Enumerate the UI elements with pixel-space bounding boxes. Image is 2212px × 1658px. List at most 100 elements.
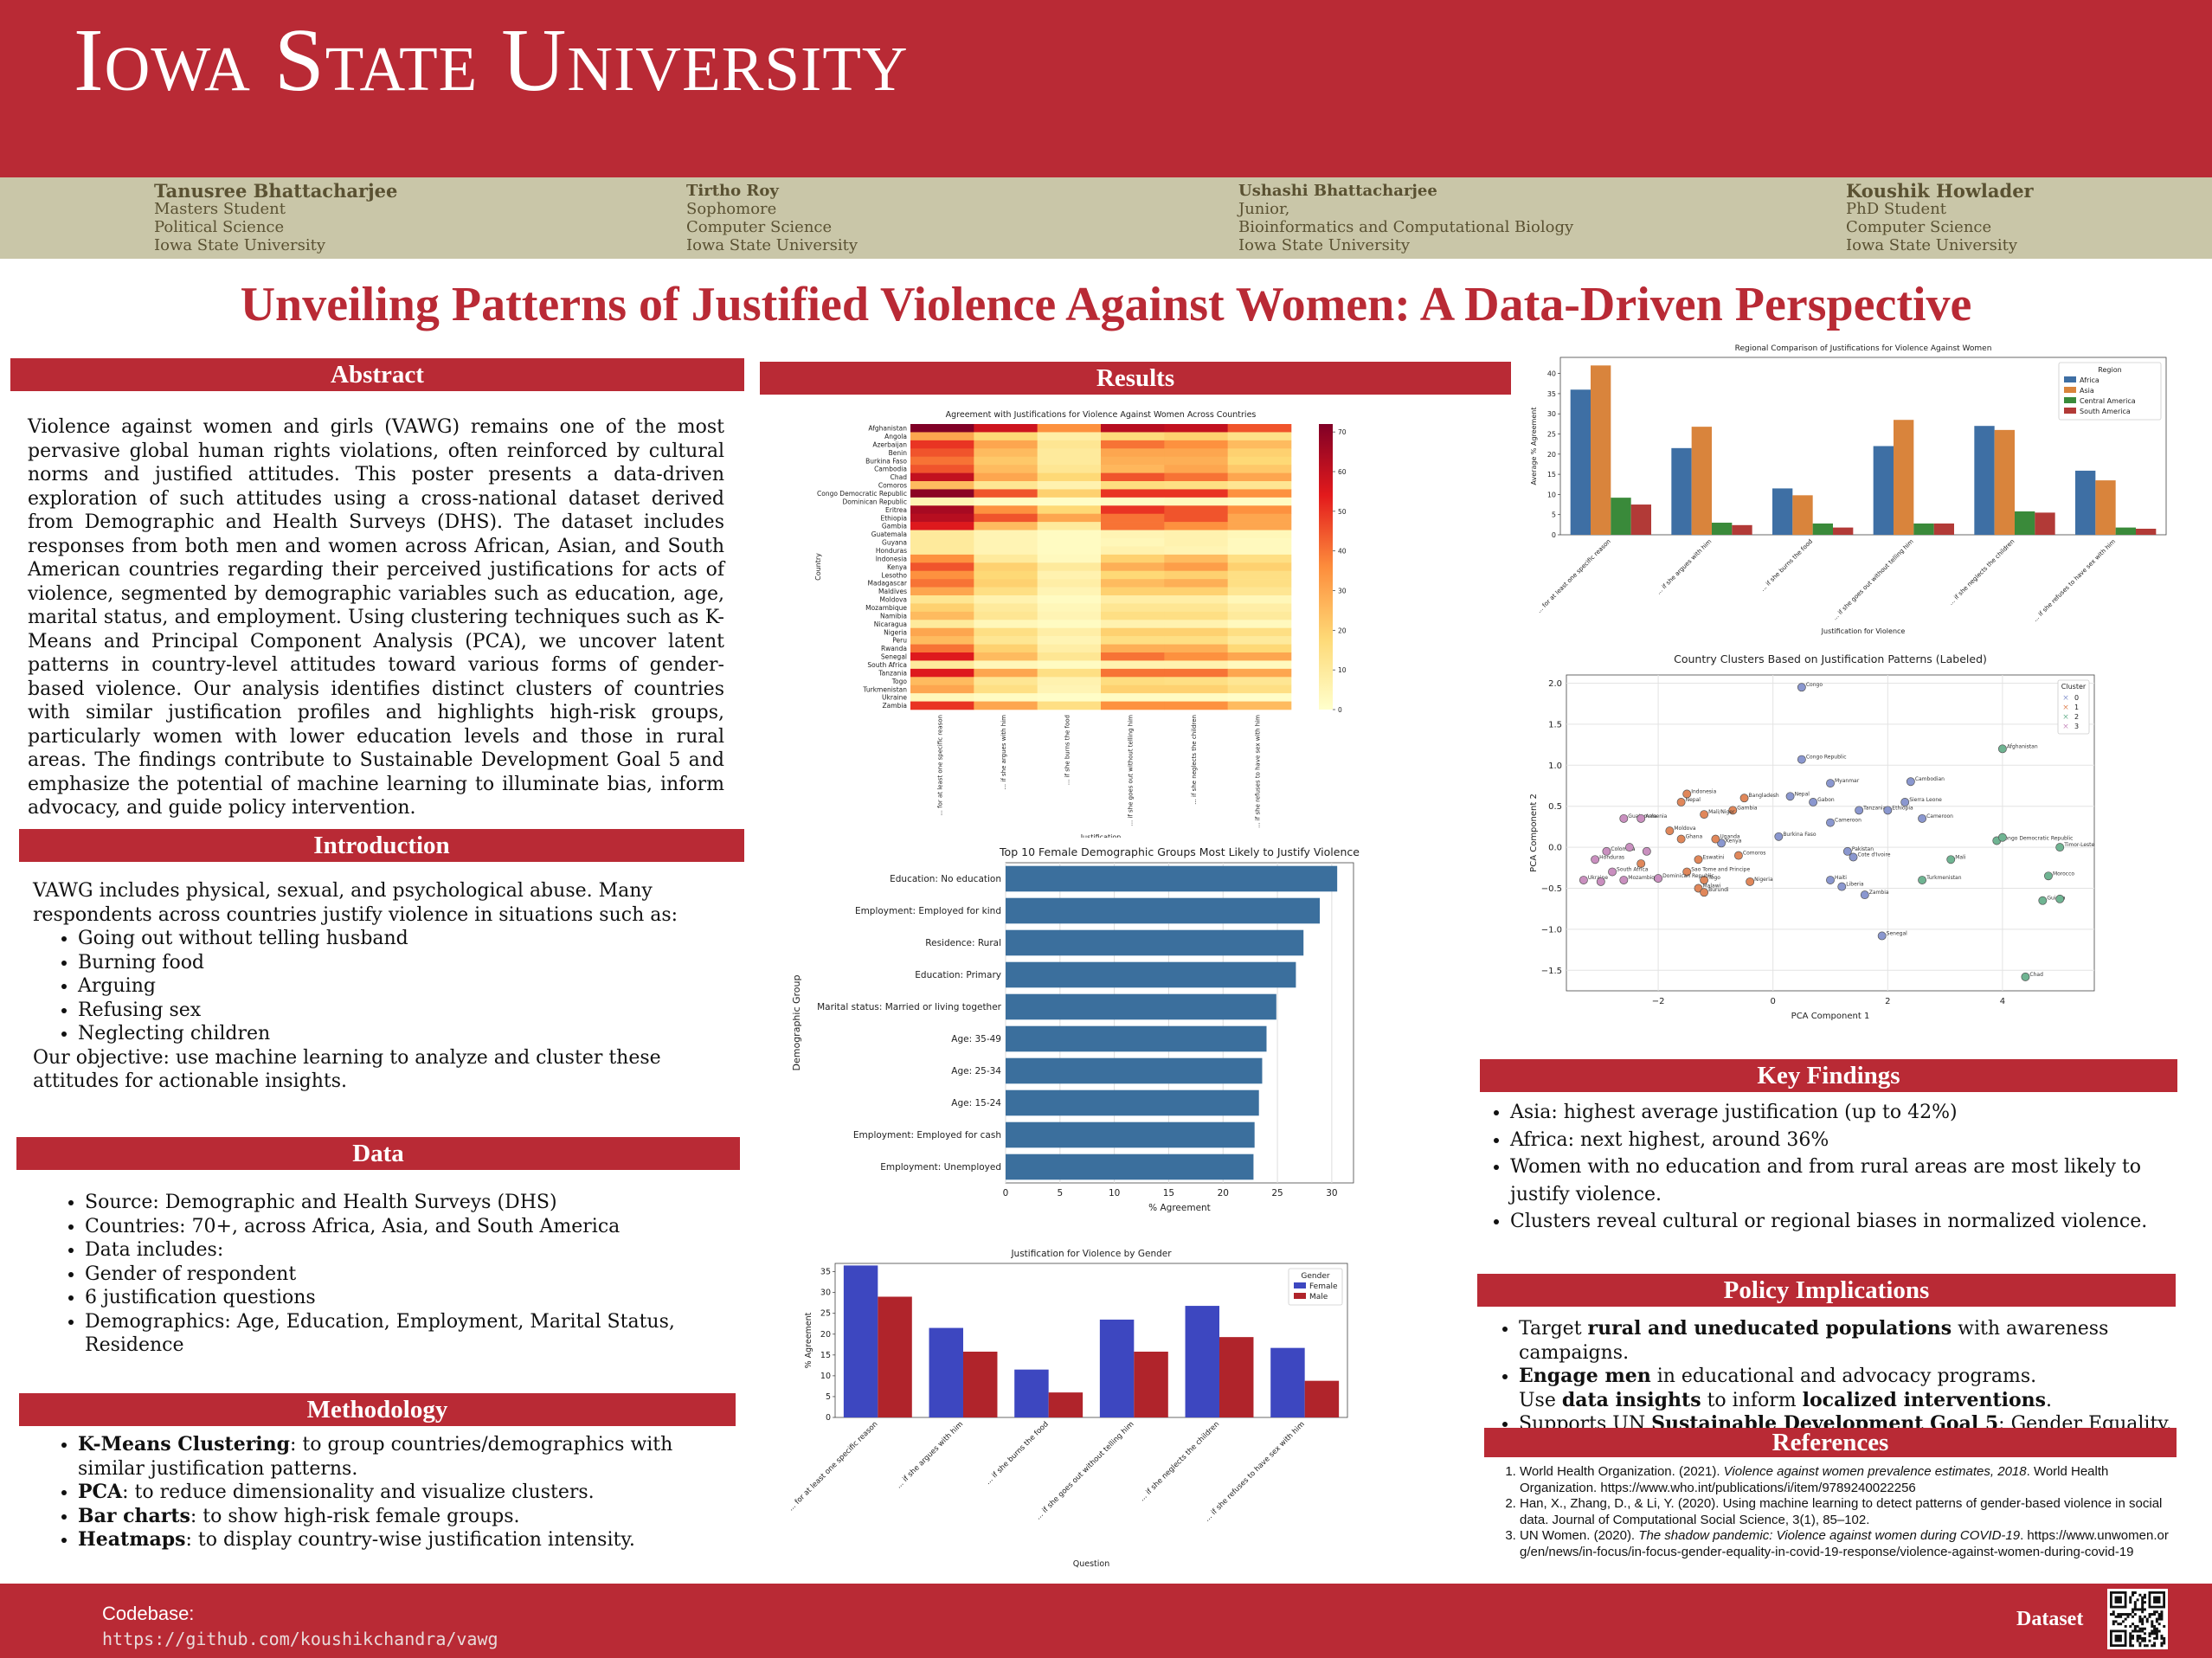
heatmap-cell bbox=[910, 465, 974, 473]
qr-module bbox=[2155, 1632, 2158, 1636]
heatmap-row-label: Turkmenistan bbox=[862, 685, 907, 693]
scatter-point bbox=[1837, 882, 1847, 891]
region-ytick-label: 35 bbox=[1547, 390, 1556, 398]
scatter-point bbox=[1596, 877, 1605, 886]
demo-xtick-label: 0 bbox=[1003, 1188, 1009, 1199]
references-heading: References bbox=[1484, 1428, 2177, 1457]
heatmap-cell bbox=[1101, 652, 1165, 661]
policy-text: in educational and advocacy programs. bbox=[1650, 1366, 2037, 1387]
heatmap-cell bbox=[974, 497, 1038, 506]
qr-module bbox=[2151, 1623, 2154, 1626]
list-item: Source: Demographic and Health Surveys (… bbox=[85, 1191, 680, 1215]
scatter-point bbox=[1826, 779, 1835, 788]
heatmap-cell bbox=[1164, 570, 1228, 580]
demo-bar bbox=[1006, 1121, 1255, 1148]
qr-module bbox=[2124, 1617, 2127, 1621]
list-item: PCA: to reduce dimensionality and visual… bbox=[78, 1481, 725, 1505]
scatter-point bbox=[1877, 931, 1887, 941]
qr-module bbox=[2129, 1624, 2132, 1628]
qr-module bbox=[2141, 1627, 2144, 1630]
region-bar bbox=[1611, 498, 1631, 535]
heatmap-cell bbox=[1164, 684, 1228, 694]
qr-module bbox=[2138, 1635, 2142, 1638]
heatmap-cell bbox=[1037, 684, 1102, 694]
qr-module bbox=[2132, 1608, 2135, 1611]
qr-module bbox=[2151, 1629, 2154, 1633]
qr-module bbox=[2155, 1629, 2158, 1633]
qr-module bbox=[2155, 1610, 2158, 1614]
qr-module bbox=[2141, 1610, 2144, 1614]
qr-module bbox=[2126, 1615, 2130, 1618]
scatter-point bbox=[1900, 797, 1910, 807]
scatter-point-label: Uganda bbox=[1720, 834, 1739, 840]
scatter-point bbox=[1774, 832, 1784, 841]
codebase-link[interactable]: https://github.com/koushikchandra/vawg bbox=[102, 1629, 498, 1649]
scatter-point bbox=[1739, 794, 1749, 803]
heatmap-cell bbox=[974, 448, 1038, 458]
heatmap-cell bbox=[1227, 440, 1292, 449]
list-item: Arguing bbox=[78, 974, 734, 999]
poster-title: Unveiling Patterns of Justified Violence… bbox=[240, 278, 1972, 331]
heatmap-cell bbox=[910, 546, 974, 556]
author-line: Junior, bbox=[1238, 200, 1290, 218]
qr-module bbox=[2133, 1601, 2137, 1604]
heatmap-cell bbox=[910, 684, 974, 694]
qr-module bbox=[2119, 1615, 2123, 1618]
heatmap-cell bbox=[974, 620, 1038, 629]
heatmap-row-label: Maldives bbox=[878, 588, 907, 595]
scatter-point-label: Chad bbox=[2029, 972, 2043, 978]
scatter-point-label: Comoros bbox=[1743, 851, 1766, 857]
heatmap-cell bbox=[974, 513, 1038, 523]
heatmap-cell bbox=[1037, 513, 1102, 523]
demo-category-label: Age: 35-49 bbox=[951, 1034, 1001, 1044]
reference-text: UN Women. (2020). bbox=[1520, 1528, 1639, 1543]
region-ytick-label: 40 bbox=[1547, 370, 1556, 378]
qr-module bbox=[2160, 1636, 2164, 1640]
heatmap-cell bbox=[910, 620, 974, 629]
qr-code[interactable] bbox=[2107, 1589, 2168, 1649]
heatmap-cell bbox=[1101, 481, 1165, 490]
qr-module bbox=[2129, 1636, 2132, 1640]
qr-module bbox=[2153, 1610, 2157, 1614]
heatmap-cell bbox=[910, 472, 974, 482]
colorbar bbox=[1319, 424, 1333, 710]
author-3: Ushashi Bhattacharjee Junior, Bioinforma… bbox=[1238, 182, 1573, 254]
scatter-point-label: Congo Democratic Republic bbox=[2001, 836, 2073, 842]
region-legend-swatch bbox=[2064, 387, 2076, 393]
heatmap-cell bbox=[1227, 668, 1292, 678]
region-ylabel: Average % Agreement bbox=[1530, 408, 1538, 485]
qr-module bbox=[2141, 1603, 2144, 1606]
qr-module bbox=[2136, 1639, 2139, 1642]
demo-ylabel: Demographic Group bbox=[791, 975, 802, 1071]
heatmap-cell bbox=[974, 424, 1038, 433]
qr-module bbox=[2163, 1639, 2166, 1642]
heatmap-cell bbox=[1164, 465, 1228, 473]
heatmap-cell bbox=[1101, 611, 1165, 620]
list-item: Clusters reveal cultural or regional bia… bbox=[1510, 1208, 2151, 1236]
introduction-lead: VAWG includes physical, sexual, and psyc… bbox=[33, 880, 678, 926]
scatter-point bbox=[1849, 852, 1858, 862]
heatmap-cell bbox=[974, 432, 1038, 441]
author-line: Iowa State University bbox=[1846, 236, 2018, 254]
qr-module bbox=[2117, 1623, 2120, 1626]
heatmap-cell bbox=[1227, 513, 1292, 523]
qr-module bbox=[2136, 1629, 2139, 1633]
heatmap-cell bbox=[1037, 432, 1102, 441]
scatter-xlabel: PCA Component 1 bbox=[1791, 1012, 1870, 1021]
scatter-point-label: Bangladesh bbox=[1749, 793, 1779, 799]
introduction-body: VAWG includes physical, sexual, and psyc… bbox=[33, 879, 734, 1094]
qr-module bbox=[2163, 1636, 2166, 1640]
heatmap-row-label: Azerbaijan bbox=[872, 440, 907, 448]
scatter-legend-label: 2 bbox=[2074, 713, 2079, 721]
gender-bar bbox=[878, 1296, 912, 1417]
heatmap-cell bbox=[974, 652, 1038, 661]
qr-module bbox=[2119, 1623, 2123, 1626]
heatmap-cell bbox=[1164, 587, 1228, 596]
qr-module bbox=[2163, 1642, 2166, 1645]
qr-finder bbox=[2114, 1635, 2122, 1642]
scatter-point bbox=[1624, 843, 1634, 852]
heatmap-row-label: Kenya bbox=[887, 563, 907, 571]
heatmap-cell bbox=[1101, 538, 1165, 547]
scatter-point bbox=[1733, 851, 1743, 860]
scatter-point-label: Sierra Leone bbox=[1909, 797, 1942, 803]
